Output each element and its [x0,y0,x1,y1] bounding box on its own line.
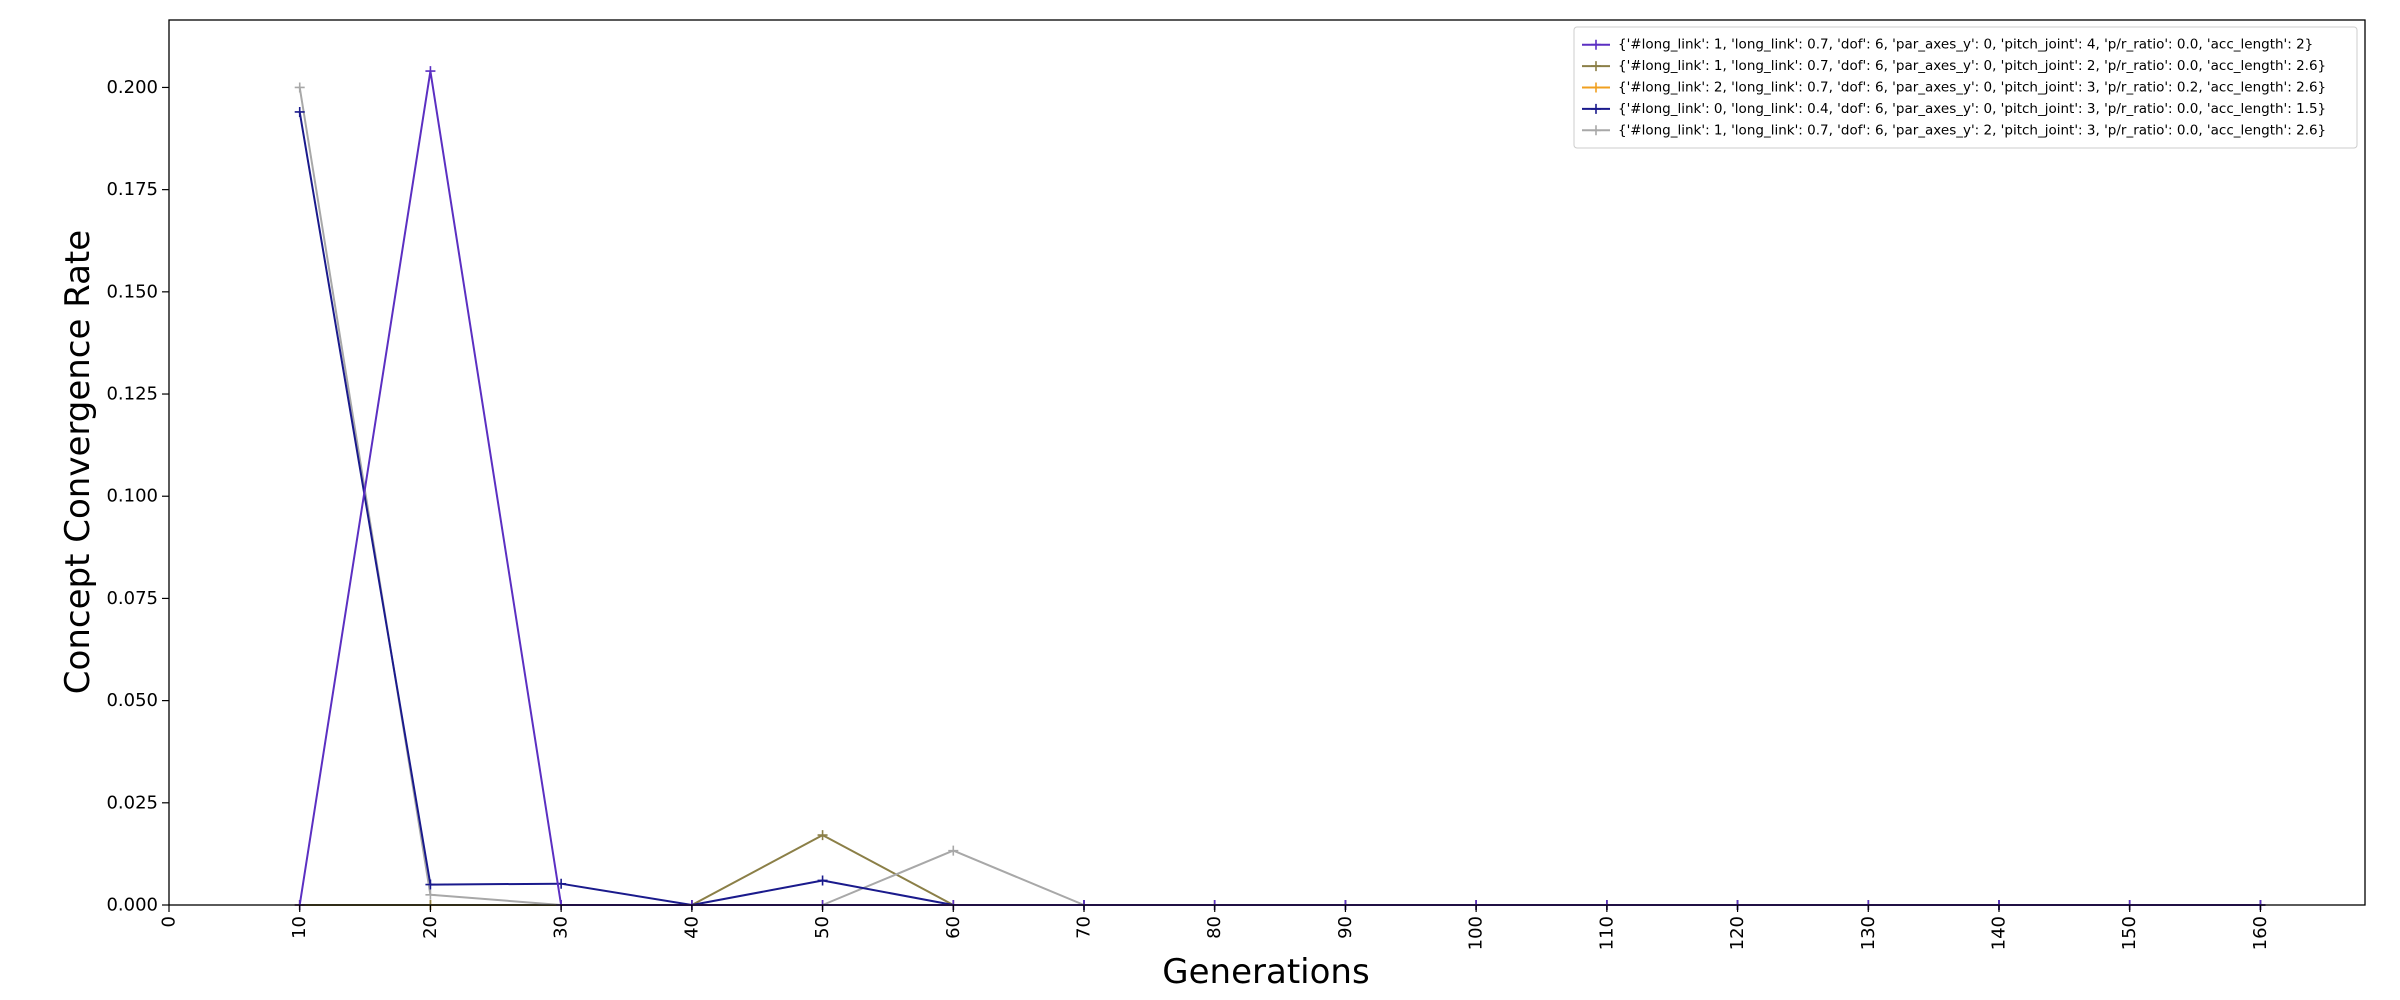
x-tick-label: 120 [1727,916,1748,950]
legend-marker [1591,61,1601,72]
x-tick-label: 110 [1596,916,1617,950]
legend-item: {'#long_link': 1, 'long_link': 0.7, 'dof… [1582,58,2326,74]
series-4 [294,82,2266,910]
x-tick-label: 20 [420,916,441,939]
x-tick-label: 100 [1466,916,1487,950]
y-tick-label: 0.050 [106,690,158,711]
data-point [817,875,828,886]
x-tick-label: 160 [2250,916,2271,950]
x-tick-label: 40 [681,916,702,939]
x-tick-label: 0 [159,916,180,927]
x-axis: 0 10 20 30 40 50 60 70 80 90 100 110 120 130 140 150 160 [159,905,2271,950]
y-tick-label: 0.100 [106,486,158,507]
x-tick-label: 90 [1335,916,1356,939]
y-tick-label: 0.175 [106,179,158,200]
series-1 [294,830,2266,910]
series-line [298,70,2261,906]
series-line [298,87,2261,906]
y-axis-label: Concept Convergence Rate [58,230,98,694]
legend-box [1573,26,2358,149]
x-axis-label: Generations [1162,952,1369,992]
x-tick-label: 60 [943,916,964,939]
x-tick-label: 80 [1204,916,1225,939]
legend-marker [1591,125,1601,136]
y-tick-label: 0.200 [106,77,158,98]
legend-label: {'#long_link': 1, 'long_link': 0.7, 'dof… [1618,122,2326,138]
series-line [299,834,2261,906]
legend-label: {'#long_link': 2, 'long_link': 0.7, 'dof… [1618,80,2326,96]
x-tick-label: 150 [2119,916,2140,950]
legend-item: {'#long_link': 2, 'long_link': 0.7, 'dof… [1582,80,2326,96]
data-point [425,879,436,890]
data-point [425,889,436,900]
x-tick-label: 30 [551,916,572,939]
legend-item: {'#long_link': 0, 'long_link': 0.4, 'dof… [1582,101,2326,117]
legend-item: {'#long_link': 1, 'long_link': 0.7, 'dof… [1582,122,2326,138]
legend-label: {'#long_link': 1, 'long_link': 0.7, 'dof… [1618,37,2313,53]
legend-label: {'#long_link': 0, 'long_link': 0.4, 'dof… [1618,101,2326,117]
legend-item: {'#long_link': 1, 'long_link': 0.7, 'dof… [1582,37,2313,53]
series-0 [294,66,2266,910]
y-tick-label: 0.150 [106,281,158,302]
legend-label: {'#long_link': 1, 'long_link': 0.7, 'dof… [1618,58,2326,74]
x-tick-label: 70 [1074,916,1095,939]
series-line [298,111,2261,906]
y-tick-label: 0.075 [106,588,158,609]
x-tick-label: 10 [289,916,310,939]
series-3 [294,106,2266,910]
y-axis: 0.000 0.025 0.050 0.075 0.100 0.125 0.150 0.175… [106,77,169,916]
y-tick-label: 0.025 [106,792,158,813]
legend-marker [1591,82,1601,93]
data-point [425,66,436,77]
y-tick-label: 0.000 [106,895,158,916]
legend-marker [1591,103,1601,114]
x-tick-label: 130 [1858,916,1879,950]
data-point [294,106,305,117]
x-tick-label: 50 [812,916,833,939]
series-layer [294,66,2266,910]
data-point [948,845,959,856]
data-point [817,830,828,841]
data-point [294,82,305,93]
x-tick-label: 140 [1989,916,2010,950]
y-tick-label: 0.125 [106,384,158,405]
legend-marker [1591,39,1601,50]
legend: {'#long_link': 1, 'long_link': 0.7, 'dof… [1573,26,2358,149]
plot-frame [168,19,2366,906]
